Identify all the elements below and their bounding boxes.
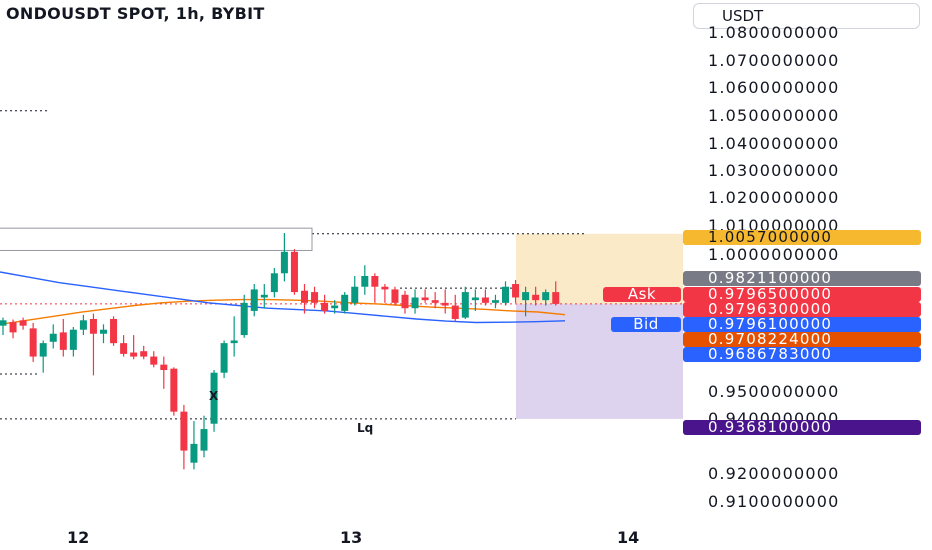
candle-body <box>140 351 148 357</box>
price-label: 1.0800000000 <box>708 23 840 42</box>
candle-body <box>471 297 479 301</box>
bid-tag: Bid <box>611 317 681 332</box>
price-tag-ma-blue: 0.9686783000 <box>683 347 921 362</box>
candle-body <box>512 284 520 298</box>
price-label: 0.9500000000 <box>708 382 840 401</box>
price-label: 1.0200000000 <box>708 188 840 207</box>
time-label: 12 <box>67 528 90 547</box>
candle-body <box>351 286 359 303</box>
ask-tag: Ask <box>603 287 681 302</box>
price-tag-stop: 0.9368100000 <box>683 420 921 435</box>
candle-body <box>331 305 339 309</box>
price-label: 1.0300000000 <box>708 161 840 180</box>
price-tag-bid: 0.9796100000 <box>683 317 921 332</box>
price-label: 1.0400000000 <box>708 134 840 153</box>
candle-body <box>100 329 107 334</box>
candle-body <box>411 297 419 309</box>
moving-average-line <box>0 298 566 325</box>
candle-body <box>190 443 198 463</box>
candle-body <box>250 289 258 311</box>
price-label: 1.0500000000 <box>708 106 840 125</box>
candle-body <box>542 292 550 301</box>
candle-body <box>381 286 389 290</box>
candle-body <box>321 302 329 311</box>
candle-body <box>39 343 47 357</box>
candle-body <box>441 302 449 306</box>
time-label: 14 <box>617 528 640 547</box>
candle-body <box>200 429 208 451</box>
candle-body <box>290 251 298 293</box>
candle-body <box>130 352 138 357</box>
candle-body <box>240 302 248 336</box>
candle-body <box>180 411 188 451</box>
candle-body <box>341 294 349 311</box>
price-tag-target: 1.0057000000 <box>683 230 921 245</box>
price-label: 0.9200000000 <box>708 464 840 483</box>
candle-body <box>481 297 489 303</box>
candle-body <box>59 332 67 350</box>
candle-body <box>301 290 308 303</box>
price-label: 1.0000000000 <box>708 245 840 264</box>
currency-selector[interactable]: USDT <box>693 3 920 29</box>
candle-body <box>552 292 560 304</box>
candle-body <box>260 294 268 298</box>
price-tag-last: 0.9796300000 <box>683 302 921 317</box>
candle-body <box>361 275 369 287</box>
candle-body <box>89 318 97 334</box>
price-tag-high: 0.9821100000 <box>683 271 921 286</box>
moving-average-line <box>0 271 566 324</box>
candle-body <box>371 275 379 287</box>
lq-marker: Lq <box>357 421 374 435</box>
candle-body <box>220 343 228 373</box>
time-label: 13 <box>340 528 363 547</box>
candle-body <box>0 320 7 326</box>
candle-body <box>311 292 319 303</box>
x-marker: X <box>209 389 219 403</box>
candle-body <box>69 329 77 350</box>
candle-body <box>522 292 530 301</box>
price-label: 0.9100000000 <box>708 492 840 511</box>
candle-body <box>532 294 540 301</box>
candle-body <box>451 305 459 319</box>
candle-body <box>431 300 439 303</box>
candle-body <box>391 289 399 303</box>
candle-body <box>29 328 37 357</box>
price-label: 1.0700000000 <box>708 51 840 70</box>
candle-body <box>170 368 178 412</box>
price-label: 1.0600000000 <box>708 78 840 97</box>
candle-body <box>502 286 509 303</box>
candle-body <box>150 356 158 365</box>
price-tag-ask: 0.9796500000 <box>683 287 921 302</box>
candle-body <box>230 340 238 344</box>
candle-body <box>120 343 128 354</box>
candle-body <box>280 251 288 274</box>
range-box <box>0 227 313 251</box>
candle-body <box>210 372 218 424</box>
candle-body <box>491 300 499 303</box>
candle-body <box>401 294 409 309</box>
candle-body <box>160 364 168 371</box>
candle-body <box>270 273 278 293</box>
candle-body <box>110 318 118 344</box>
symbol-title: ONDOUSDT SPOT, 1h, BYBIT <box>6 4 265 23</box>
candle-body <box>421 297 429 301</box>
candle-body <box>9 322 17 333</box>
candle-body <box>79 320 87 330</box>
candle-body <box>49 333 57 342</box>
price-tag-ma-orange: 0.9708224000 <box>683 332 921 347</box>
candle-body <box>461 292 469 318</box>
candle-body <box>19 320 27 326</box>
